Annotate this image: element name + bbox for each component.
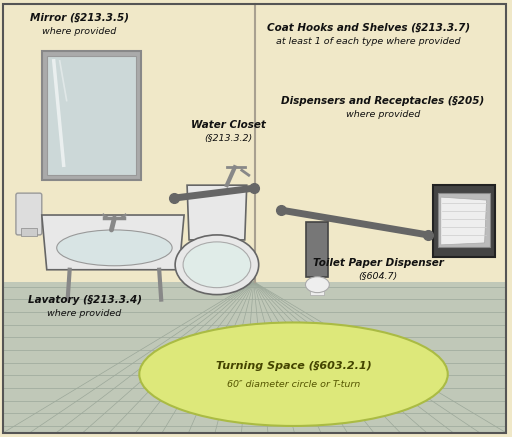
Bar: [21, 228, 37, 236]
Bar: [42, 51, 141, 180]
Bar: [438, 193, 489, 247]
Text: Coat Hooks and Shelves (§213.3.7): Coat Hooks and Shelves (§213.3.7): [267, 23, 470, 33]
Bar: [310, 284, 325, 295]
Text: where provided: where provided: [346, 110, 420, 118]
Polygon shape: [3, 4, 255, 282]
Polygon shape: [441, 197, 486, 245]
Text: where provided: where provided: [42, 27, 117, 36]
Polygon shape: [42, 215, 184, 270]
Ellipse shape: [175, 235, 259, 295]
Text: Turning Space (§603.2.1): Turning Space (§603.2.1): [216, 361, 371, 371]
Text: where provided: where provided: [48, 309, 122, 318]
Bar: [307, 222, 328, 277]
Text: Lavatory (§213.3.4): Lavatory (§213.3.4): [28, 295, 142, 305]
Polygon shape: [187, 185, 247, 240]
Text: at least 1 of each type where provided: at least 1 of each type where provided: [276, 37, 460, 46]
Ellipse shape: [183, 242, 251, 288]
Text: Toilet Paper Dispenser: Toilet Paper Dispenser: [313, 258, 443, 268]
FancyBboxPatch shape: [16, 193, 42, 235]
Polygon shape: [255, 4, 506, 282]
Bar: [433, 185, 495, 257]
Bar: [47, 56, 136, 175]
Ellipse shape: [139, 323, 448, 426]
Polygon shape: [3, 282, 506, 433]
Text: (§213.3.2): (§213.3.2): [205, 134, 253, 143]
Text: (§604.7): (§604.7): [358, 272, 398, 281]
Text: Mirror (§213.3.5): Mirror (§213.3.5): [30, 13, 129, 23]
Text: Dispensers and Receptacles (§205): Dispensers and Receptacles (§205): [282, 96, 485, 106]
Ellipse shape: [57, 230, 172, 266]
Text: 60″ diameter circle or T-turn: 60″ diameter circle or T-turn: [227, 380, 360, 388]
Text: Water Closet: Water Closet: [191, 121, 266, 130]
Ellipse shape: [306, 277, 329, 293]
